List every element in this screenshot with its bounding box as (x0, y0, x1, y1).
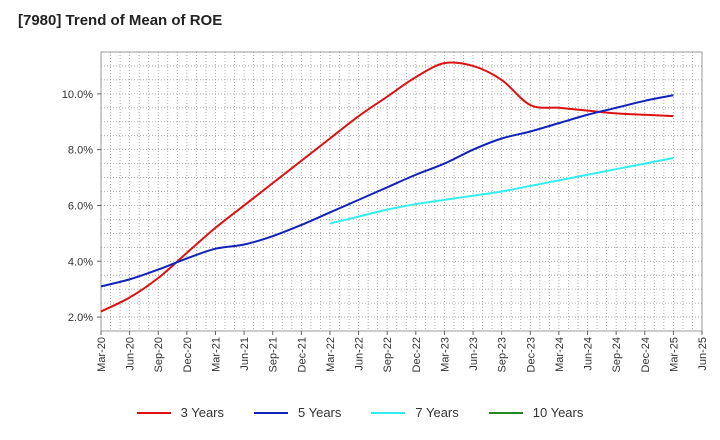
legend-item-7-years: 7 Years (371, 405, 459, 420)
y-tick-label: 6.0% (68, 200, 93, 212)
legend-swatch (254, 411, 288, 414)
legend-swatch (488, 411, 523, 414)
y-tick-label: 8.0% (68, 145, 93, 157)
y-tick-label: 10.0% (62, 89, 93, 101)
legend-label: 7 Years (415, 405, 459, 420)
x-tick-label: Dec-23 (525, 337, 537, 372)
x-tick-label: Dec-22 (411, 337, 423, 372)
x-tick-label: Jun-22 (354, 337, 366, 371)
plot-border (100, 51, 703, 332)
chart-title: [7980] Trend of Mean of ROE (18, 12, 223, 29)
series (100, 61, 674, 313)
x-tick-label: Dec-24 (640, 337, 652, 372)
legend-swatch (371, 411, 406, 414)
x-tick-label: Sep-24 (611, 337, 623, 372)
x-tick-label: Sep-23 (497, 337, 509, 372)
legend-item-3-years: 3 Years (136, 405, 224, 420)
x-tick-label: Mar-20 (96, 337, 108, 372)
series-line-5-years (100, 94, 674, 288)
grid (101, 52, 702, 331)
series-line-3-years (100, 61, 674, 313)
x-tick-label: Mar-25 (668, 337, 680, 372)
legend-label: 5 Years (298, 405, 342, 420)
x-tick-label: Jun-21 (239, 337, 251, 371)
x-tick-label: Sep-20 (153, 337, 165, 372)
x-tick-label: Dec-21 (296, 337, 308, 372)
x-tick-label: Mar-21 (210, 337, 222, 372)
x-tick-label: Jun-23 (468, 337, 480, 371)
legend-label: 3 Years (180, 405, 224, 420)
x-tick-label: Sep-22 (382, 337, 394, 372)
x-tick-label: Dec-20 (182, 337, 194, 372)
legend-item-5-years: 5 Years (254, 405, 341, 420)
x-tick-label: Mar-22 (325, 337, 337, 372)
x-tick-label: Sep-21 (268, 337, 280, 372)
x-tick-label: Jun-25 (697, 337, 709, 371)
legend: 3 Years 5 Years 7 Years 10 Years (0, 405, 720, 420)
legend-label: 10 Years (532, 405, 584, 420)
axes: 2.0% 4.0% 6.0% 8.0% 10.0% Mar-20 Jun-20 Sep-20 D… (62, 51, 709, 372)
y-tick-label: 2.0% (68, 312, 93, 324)
series-line-7-years (329, 157, 674, 225)
x-tick-label: Mar-24 (554, 337, 566, 372)
x-tick-label: Jun-24 (583, 337, 595, 371)
x-tick-label: Mar-23 (439, 337, 451, 372)
legend-swatch (136, 411, 171, 414)
y-tick-label: 4.0% (68, 256, 93, 268)
legend-item-10-years: 10 Years (488, 405, 584, 420)
x-tick-label: Jun-20 (125, 337, 137, 371)
